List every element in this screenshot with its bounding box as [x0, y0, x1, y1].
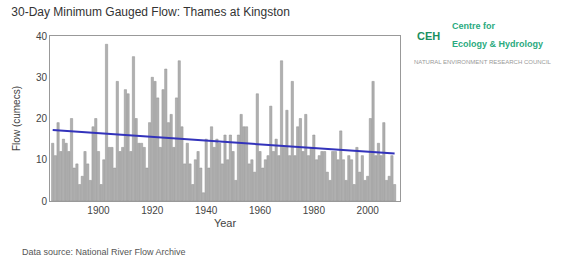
svg-text:Ecology & Hydrology: Ecology & Hydrology — [452, 39, 543, 49]
svg-text:1920: 1920 — [141, 205, 164, 216]
svg-text:1980: 1980 — [303, 205, 326, 216]
svg-text:Data source: National River Fl: Data source: National River Flow Archive — [22, 247, 186, 257]
svg-text:10: 10 — [36, 154, 48, 165]
svg-text:20: 20 — [36, 113, 48, 124]
svg-text:30: 30 — [36, 72, 48, 83]
svg-text:Centre for: Centre for — [452, 21, 496, 31]
svg-text:NATURAL ENVIRONMENT RESEARCH C: NATURAL ENVIRONMENT RESEARCH COUNCIL — [414, 59, 552, 65]
svg-text:Flow (cumecs): Flow (cumecs) — [11, 86, 22, 151]
svg-text:1900: 1900 — [87, 205, 110, 216]
svg-text:CEH: CEH — [417, 30, 440, 42]
svg-text:0: 0 — [41, 196, 47, 207]
svg-text:40: 40 — [36, 31, 48, 42]
svg-text:1960: 1960 — [249, 205, 272, 216]
svg-text:30-Day Minimum Gauged Flow: Th: 30-Day Minimum Gauged Flow: Thames at Ki… — [11, 5, 290, 19]
svg-text:1940: 1940 — [195, 205, 218, 216]
svg-text:Year: Year — [214, 217, 237, 229]
svg-text:2000: 2000 — [357, 205, 380, 216]
